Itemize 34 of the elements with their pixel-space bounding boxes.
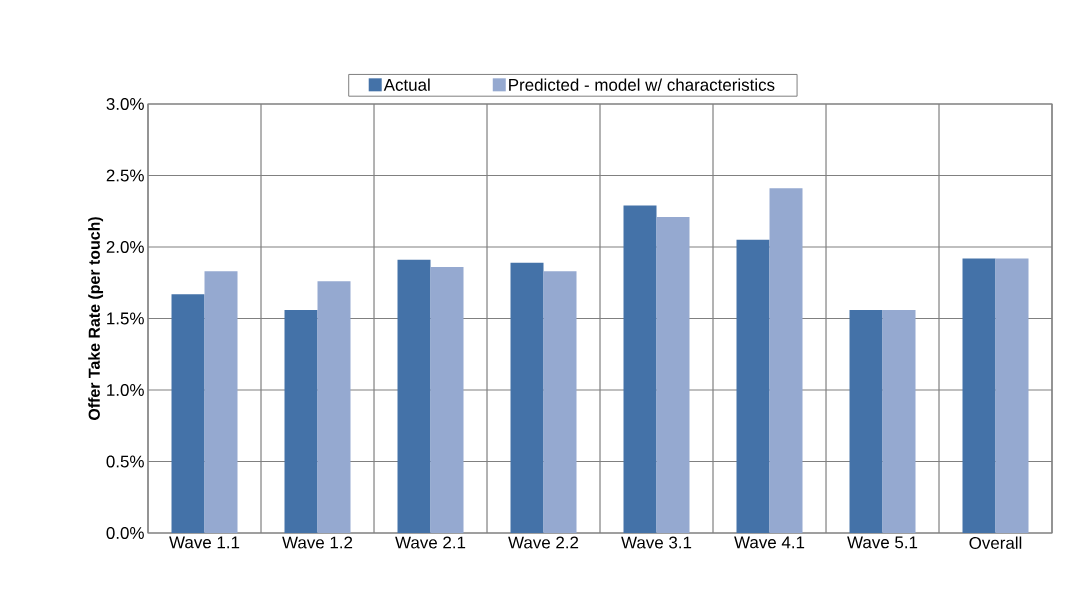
bar [882, 309, 916, 533]
legend-label: Predicted - model w/ characteristics [509, 78, 775, 91]
bar [995, 258, 1029, 533]
bar [962, 258, 996, 533]
x-tick-label: Wave 2.1 [395, 536, 466, 549]
x-tick-label: Wave 1.2 [282, 536, 353, 549]
y-axis-title: Offer Take Rate (per touch) [88, 217, 104, 420]
y-tick-label: 0.0% [106, 526, 144, 539]
bar [510, 262, 544, 533]
y-tick-label: 2.0% [106, 240, 144, 253]
bar [623, 205, 657, 533]
y-tick-label: 0.5% [106, 455, 144, 468]
bar [543, 271, 577, 533]
bar [284, 309, 318, 533]
x-tick-label: Wave 5.1 [847, 536, 918, 549]
x-tick-label: Wave 2.2 [508, 536, 579, 549]
bar [849, 309, 883, 533]
x-tick-label: Overall [969, 536, 1022, 549]
bar [769, 188, 803, 533]
bar [317, 281, 351, 533]
x-tick-label: Wave 3.1 [621, 536, 692, 549]
y-tick-label: 1.5% [107, 312, 144, 325]
legend-label: Actual [383, 78, 430, 91]
y-tick-label: 2.5% [106, 169, 144, 182]
bar [656, 216, 690, 533]
x-tick-label: Wave 4.1 [734, 536, 805, 549]
bar [430, 267, 464, 533]
bar [204, 271, 238, 533]
x-tick-label: Wave 1.1 [169, 536, 240, 549]
y-tick-label: 3.0% [106, 97, 144, 110]
y-tick-label: 1.0% [107, 383, 144, 396]
bar [736, 239, 770, 533]
bar [171, 294, 205, 533]
bar [397, 259, 431, 533]
